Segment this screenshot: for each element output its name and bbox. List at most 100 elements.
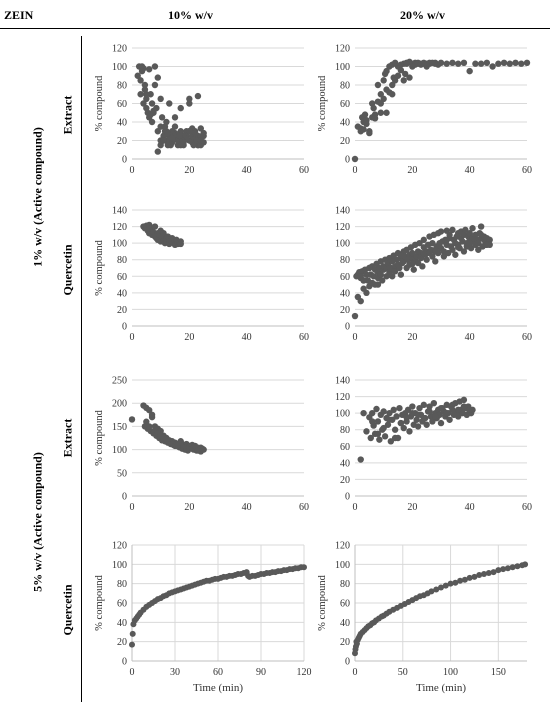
data-point [452, 251, 459, 258]
data-point [194, 92, 202, 100]
y-axis-label: % compound [94, 574, 105, 630]
data-point [420, 401, 427, 409]
data-point [383, 67, 390, 75]
y-tick-label: 80 [117, 81, 127, 92]
data-point [410, 266, 417, 273]
data-point [143, 91, 150, 98]
x-tick-label: 0 [353, 332, 358, 343]
y-tick-label: 40 [117, 118, 127, 129]
data-point [128, 416, 136, 423]
data-point [466, 574, 473, 581]
data-point [129, 641, 135, 648]
data-point [171, 114, 179, 121]
x-tick-label: 20 [407, 332, 417, 343]
data-point [460, 396, 468, 404]
x-tick-label: 20 [184, 165, 194, 176]
data-point [197, 444, 204, 451]
data-point [397, 419, 405, 427]
data-point [461, 576, 468, 583]
data-point [389, 91, 396, 98]
data-point [466, 67, 473, 75]
y-tick-label: 20 [117, 305, 127, 316]
x-tick-label: 90 [256, 667, 266, 678]
y-tick-label: 60 [117, 272, 127, 283]
y-tick-label: 40 [340, 118, 350, 129]
y-tick-label: 40 [340, 288, 350, 299]
x-tick-label: 20 [184, 332, 194, 343]
data-point [186, 100, 193, 107]
data-point [146, 423, 153, 430]
data-point [360, 126, 367, 133]
data-point [186, 95, 193, 103]
x-tick-label: 40 [465, 502, 475, 513]
data-point [391, 434, 399, 442]
group-label-1pct: 1% w/v (Active compound) [30, 127, 45, 267]
data-point [379, 277, 386, 284]
data-point [466, 406, 473, 414]
data-point [168, 135, 176, 142]
data-point [151, 81, 159, 89]
data-point [504, 565, 511, 572]
data-point [370, 104, 377, 112]
y-tick-label: 100 [112, 62, 127, 73]
data-point [432, 413, 439, 420]
data-point [150, 107, 157, 115]
y-axis-label: % compound [94, 409, 105, 465]
x-tick-label: 150 [491, 667, 506, 678]
data-point [419, 263, 426, 270]
data-point [420, 236, 427, 244]
data-point [477, 223, 485, 230]
data-point [148, 118, 156, 126]
data-point [386, 416, 393, 423]
x-tick-label: 120 [297, 667, 312, 678]
y-tick-label: 40 [117, 618, 127, 629]
data-point [386, 271, 393, 278]
data-point [396, 264, 403, 272]
data-point [449, 246, 456, 253]
data-point [483, 59, 491, 66]
data-point [191, 129, 199, 137]
y-tick-label: 40 [340, 618, 350, 629]
data-point [151, 63, 159, 70]
chart-quercetin-5pct-20: 0 20 40 60 80 100 120 0 50 100 150 % compound Time (… [317, 541, 529, 694]
data-point [406, 428, 413, 435]
data-point [180, 139, 187, 146]
group-label-5pct: 5% w/v (Active compound) [30, 452, 45, 592]
data-point [177, 240, 184, 248]
data-point [437, 228, 445, 235]
x-axis-label: Time (min) [416, 682, 466, 694]
data-point [476, 571, 483, 578]
data-point [369, 418, 376, 425]
data-point [154, 148, 161, 155]
header-divider [0, 28, 550, 29]
y-tick-label: 120 [112, 222, 127, 233]
x-tick-label: 60 [213, 667, 223, 678]
data-point [460, 248, 468, 255]
x-tick-label: 40 [465, 332, 475, 343]
x-tick-label: 0 [353, 667, 358, 678]
data-point [447, 580, 454, 587]
column-header-10pct: 10% w/v [168, 8, 213, 22]
data-point [469, 225, 476, 232]
data-point [489, 63, 496, 70]
x-tick-label: 0 [130, 332, 135, 343]
data-point [443, 60, 450, 67]
y-tick-label: 20 [340, 305, 350, 316]
y-tick-label: 60 [340, 99, 350, 110]
data-point [483, 241, 491, 248]
data-point [485, 570, 492, 577]
x-tick-label: 0 [353, 502, 358, 513]
y-tick-label: 100 [335, 239, 350, 250]
data-point [157, 95, 164, 103]
y-tick-label: 0 [345, 155, 350, 166]
data-point [381, 433, 389, 440]
data-point [357, 297, 364, 305]
y-tick-label: 120 [335, 541, 350, 552]
data-point [449, 59, 456, 66]
x-tick-label: 0 [353, 165, 358, 176]
data-point [377, 100, 384, 107]
data-point [423, 421, 430, 428]
data-point [457, 577, 464, 584]
row-label-extract-5pct: Extract [60, 418, 75, 458]
